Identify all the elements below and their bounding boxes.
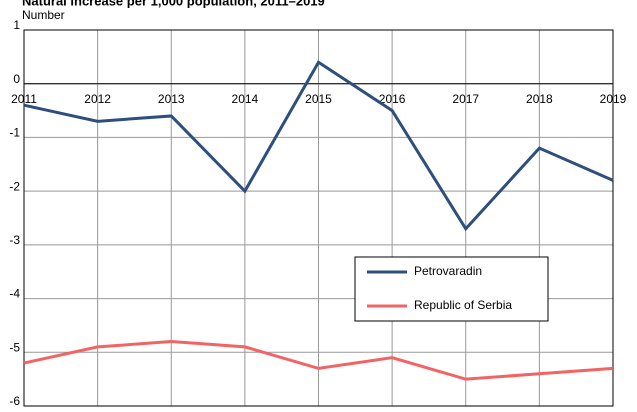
y-axis-label: Number [22,8,65,22]
x-tick-label: 2016 [379,92,406,106]
y-tick-label: -3 [9,233,20,247]
y-tick-label: -6 [9,394,20,408]
legend-box [354,256,549,322]
series-line [23,60,614,232]
x-tick-label: 2012 [84,92,111,106]
y-tick-label: 0 [13,72,20,86]
legend-label: Republic of Serbia [414,298,512,312]
plot-border [23,29,614,407]
x-tick-label: 2015 [305,92,332,106]
x-tick-label: 2014 [232,92,259,106]
legend-label: Petrovaradin [414,264,482,278]
y-tick-label: 1 [13,18,20,32]
x-tick-label: 2017 [452,92,479,106]
chart-title: Natural increase per 1,000 population, 2… [22,0,325,8]
y-tick-label: -1 [9,126,20,140]
y-tick-label: -2 [9,179,20,193]
y-tick-label: -5 [9,340,20,354]
x-tick-label: 2018 [526,92,553,106]
x-tick-label: 2013 [158,92,185,106]
y-tick-label: -4 [9,287,20,301]
series-line [23,340,614,381]
